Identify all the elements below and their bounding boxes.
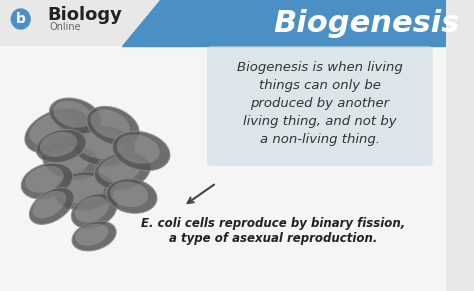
Ellipse shape xyxy=(25,166,64,193)
Ellipse shape xyxy=(53,101,92,128)
Ellipse shape xyxy=(91,109,130,139)
FancyBboxPatch shape xyxy=(207,46,433,166)
Ellipse shape xyxy=(21,163,73,199)
Ellipse shape xyxy=(29,112,77,146)
Ellipse shape xyxy=(72,221,116,251)
Ellipse shape xyxy=(94,152,150,189)
Ellipse shape xyxy=(99,155,140,183)
Ellipse shape xyxy=(55,172,115,210)
Ellipse shape xyxy=(49,98,101,134)
Ellipse shape xyxy=(40,132,77,157)
Ellipse shape xyxy=(75,196,109,222)
Ellipse shape xyxy=(87,107,139,146)
Text: Biogenesis is when living
things can only be
produced by another
living thing, a: Biogenesis is when living things can onl… xyxy=(237,61,403,146)
Text: Biogenesis: Biogenesis xyxy=(273,8,460,38)
Ellipse shape xyxy=(110,181,148,207)
Ellipse shape xyxy=(112,131,170,171)
Ellipse shape xyxy=(107,179,157,213)
Ellipse shape xyxy=(73,126,135,166)
Circle shape xyxy=(11,9,30,29)
Text: E. coli cells reproduce by binary fission,
a type of asexual reproduction.: E. coli cells reproduce by binary fissio… xyxy=(141,217,405,245)
Ellipse shape xyxy=(25,109,88,153)
Ellipse shape xyxy=(36,129,86,163)
Ellipse shape xyxy=(33,191,66,218)
Ellipse shape xyxy=(29,188,74,224)
Ellipse shape xyxy=(43,143,99,180)
Ellipse shape xyxy=(59,175,104,203)
Text: b: b xyxy=(16,12,26,26)
Ellipse shape xyxy=(117,134,160,164)
Ellipse shape xyxy=(77,129,124,159)
Ellipse shape xyxy=(75,223,109,246)
Text: Online: Online xyxy=(50,22,82,32)
Ellipse shape xyxy=(47,145,89,173)
Bar xyxy=(0,46,446,291)
Polygon shape xyxy=(122,0,446,46)
Text: Biology: Biology xyxy=(47,6,122,24)
Ellipse shape xyxy=(72,194,117,228)
